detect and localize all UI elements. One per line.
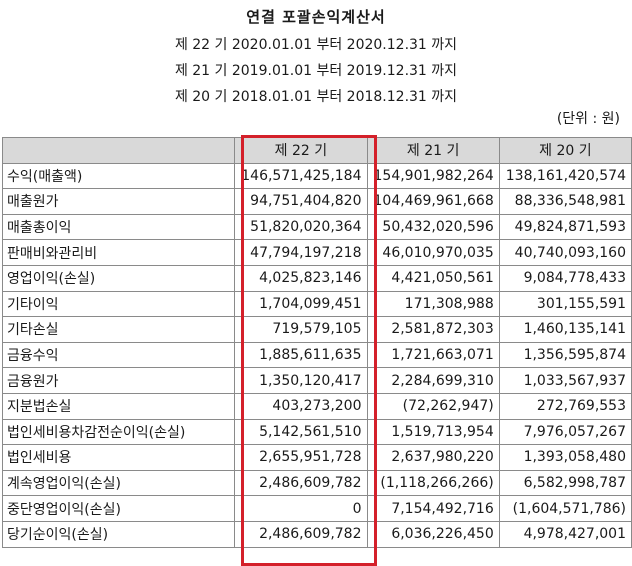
value-period-22: 4,025,823,146: [234, 264, 368, 292]
value-period-22: 719,579,105: [234, 316, 368, 343]
income-statement-table: 제 22 기 제 21 기 제 20 기 수익(매출액) 146,571,425,…: [1, 137, 632, 548]
value-period-20: 4,978,427,001: [498, 520, 632, 548]
table-row: 계속영업이익(손실) 2,486,609,782 (1,118,266,266) 6,…: [1, 469, 632, 497]
value-period-22: 1,885,611,635: [234, 341, 368, 369]
value-period-20: 1,033,567,937: [498, 367, 632, 394]
value-period-20: 1,460,135,141: [498, 316, 632, 343]
value-period-20: 6,582,998,787: [498, 469, 632, 497]
value-period-20: 138,161,420,574: [498, 162, 632, 190]
account-label: 금융원가: [1, 367, 236, 394]
value-period-20: 1,393,058,480: [498, 444, 632, 471]
value-period-21: 1,519,713,954: [366, 418, 500, 446]
value-period-22: 94,751,404,820: [234, 188, 368, 215]
value-period-20: 88,336,548,981: [498, 188, 632, 215]
table-row: 당기순이익(손실) 2,486,609,782 6,036,226,450 4,978…: [1, 520, 632, 548]
unit-label: (단위 : 원): [556, 111, 620, 127]
account-label: 수익(매출액): [1, 162, 236, 190]
header-period-20: 제 20 기: [498, 137, 632, 164]
table-row: 지분법손실 403,273,200 (72,262,947) 272,769,553: [1, 392, 632, 420]
value-period-20: 7,976,057,267: [498, 418, 632, 446]
account-label: 지분법손실: [1, 392, 236, 420]
value-period-22: 51,820,020,364: [234, 213, 368, 241]
table-row: 기타이익 1,704,099,451 171,308,988 301,155,591: [1, 290, 632, 318]
table-row: 법인세비용 2,655,951,728 2,637,980,220 1,393,058…: [1, 444, 632, 471]
value-period-22: 1,350,120,417: [234, 367, 368, 394]
table-row: 금융수익 1,885,611,635 1,721,663,071 1,356,595,…: [1, 341, 632, 369]
account-label: 영업이익(손실): [1, 264, 236, 292]
period-line-21: 제 21 기 2019.01.01 부터 2019.12.31 까지: [174, 63, 458, 79]
value-period-22: 403,273,200: [234, 392, 368, 420]
value-period-22: 2,655,951,728: [234, 444, 368, 471]
value-period-22: 5,142,561,510: [234, 418, 368, 446]
account-label: 계속영업이익(손실): [1, 469, 236, 497]
account-label: 당기순이익(손실): [1, 520, 236, 548]
table-row: 수익(매출액) 146,571,425,184 154,901,982,264 138…: [1, 162, 632, 190]
value-period-20: 272,769,553: [498, 392, 632, 420]
account-label: 금융수익: [1, 341, 236, 369]
table-row: 영업이익(손실) 4,025,823,146 4,421,050,561 9,084,…: [1, 264, 632, 292]
header-account: [1, 137, 236, 164]
header-period-22: 제 22 기: [234, 137, 368, 164]
account-label: 법인세비용: [1, 444, 236, 471]
table-row: 중단영업이익(손실) 0 7,154,492,716 (1,604,571,786): [1, 495, 632, 522]
period-line-22: 제 22 기 2020.01.01 부터 2020.12.31 까지: [174, 37, 458, 53]
value-period-21: 2,637,980,220: [366, 444, 500, 471]
value-period-21: 6,036,226,450: [366, 520, 500, 548]
value-period-21: 1,721,663,071: [366, 341, 500, 369]
value-period-21: 2,284,699,310: [366, 367, 500, 394]
table-header-row: 제 22 기 제 21 기 제 20 기: [1, 137, 632, 164]
account-label: 매출원가: [1, 188, 236, 215]
value-period-20: 301,155,591: [498, 290, 632, 318]
value-period-21: 7,154,492,716: [366, 495, 500, 522]
account-label: 법인세비용차감전순이익(손실): [1, 418, 236, 446]
table-row: 매출원가 94,751,404,820 104,469,961,668 88,336,…: [1, 188, 632, 215]
value-period-22: 146,571,425,184: [234, 162, 368, 190]
table-row: 금융원가 1,350,120,417 2,284,699,310 1,033,567,…: [1, 367, 632, 394]
account-label: 매출총이익: [1, 213, 236, 241]
account-label: 중단영업이익(손실): [1, 495, 236, 522]
value-period-21: 4,421,050,561: [366, 264, 500, 292]
value-period-22: 47,794,197,218: [234, 239, 368, 266]
value-period-22: 0: [234, 495, 368, 522]
table-row: 법인세비용차감전순이익(손실) 5,142,561,510 1,519,713,95…: [1, 418, 632, 446]
account-label: 기타이익: [1, 290, 236, 318]
value-period-21: 154,901,982,264: [366, 162, 500, 190]
value-period-21: 104,469,961,668: [366, 188, 500, 215]
value-period-20: 1,356,595,874: [498, 341, 632, 369]
value-period-21: 2,581,872,303: [366, 316, 500, 343]
table-row: 판매비와관리비 47,794,197,218 46,010,970,035 40,74…: [1, 239, 632, 266]
value-period-21: 50,432,020,596: [366, 213, 500, 241]
value-period-22: 2,486,609,782: [234, 520, 368, 548]
table-row: 매출총이익 51,820,020,364 50,432,020,596 49,824,…: [1, 213, 632, 241]
value-period-21: 46,010,970,035: [366, 239, 500, 266]
value-period-21: (1,118,266,266): [366, 469, 500, 497]
value-period-20: (1,604,571,786): [498, 495, 632, 522]
statement-title: 연결 포괄손익계산서: [246, 8, 386, 26]
account-label: 판매비와관리비: [1, 239, 236, 266]
period-line-20: 제 20 기 2018.01.01 부터 2018.12.31 까지: [174, 89, 458, 105]
value-period-21: (72,262,947): [366, 392, 500, 420]
value-period-22: 2,486,609,782: [234, 469, 368, 497]
value-period-20: 9,084,778,433: [498, 264, 632, 292]
account-label: 기타손실: [1, 316, 236, 343]
value-period-20: 49,824,871,593: [498, 213, 632, 241]
table-row: 기타손실 719,579,105 2,581,872,303 1,460,135,14…: [1, 316, 632, 343]
value-period-21: 171,308,988: [366, 290, 500, 318]
header-period-21: 제 21 기: [366, 137, 500, 164]
value-period-22: 1,704,099,451: [234, 290, 368, 318]
value-period-20: 40,740,093,160: [498, 239, 632, 266]
